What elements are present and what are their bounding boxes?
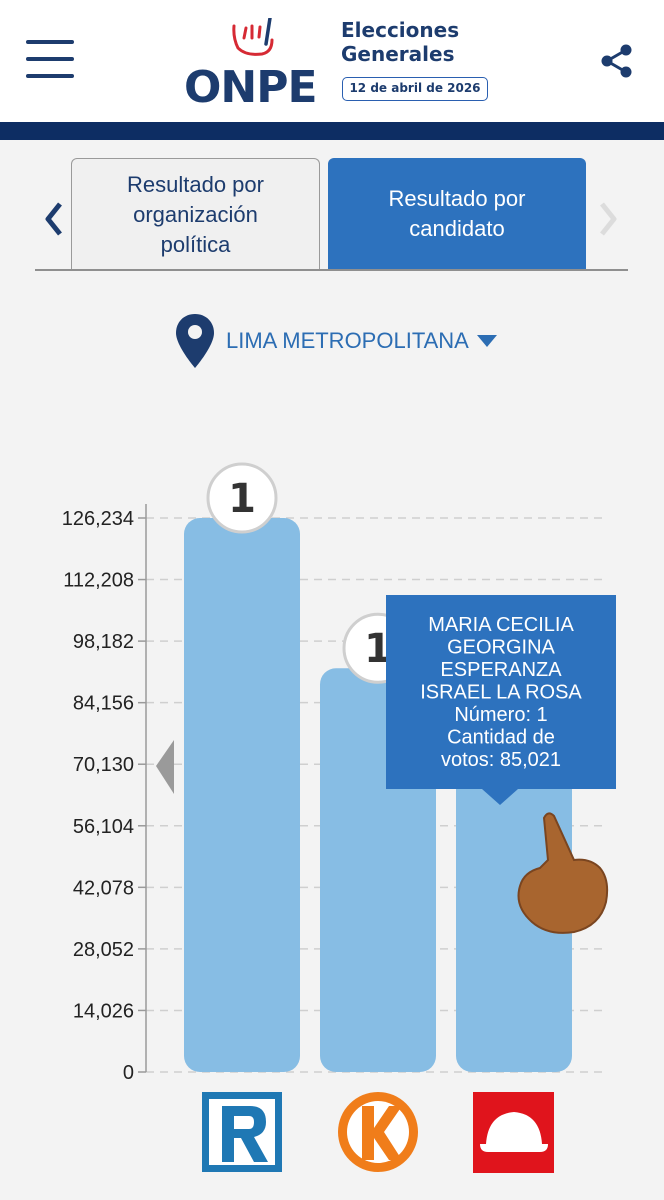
y-tick-label: 84,156 <box>73 693 134 715</box>
votes-bar-chart: 0 14,026 28,052 42,078 56,104 70,130 84,156 98,… <box>62 462 616 1173</box>
y-tick-label: 98,182 <box>73 631 134 653</box>
chevron-right-icon[interactable] <box>594 196 622 242</box>
tab-label-line: Resultado por <box>127 171 264 197</box>
share-icon[interactable] <box>598 42 636 80</box>
chevron-left-icon[interactable] <box>40 196 68 242</box>
logo-wordmark: ONPE <box>184 62 318 113</box>
tab-resultado-organizacion[interactable]: Resultado por organización política <box>71 158 320 270</box>
tabs-divider <box>35 269 628 271</box>
region-label: LIMA METROPOLITANA <box>226 328 469 353</box>
tooltip-line: ISRAEL LA ROSA <box>420 682 582 704</box>
bar[interactable] <box>184 518 300 1072</box>
y-tick-label: 112,208 <box>63 570 134 592</box>
menu-icon[interactable] <box>26 40 74 80</box>
axis-handle[interactable] <box>156 740 174 794</box>
tooltip-line: GEORGINA <box>447 637 555 659</box>
rank-badge-label: 1 <box>228 476 256 522</box>
logo-r-letter <box>222 1106 268 1162</box>
app-header: ONPE Elecciones Generales 12 de abril de… <box>0 0 664 122</box>
hand-icon <box>232 18 274 56</box>
bar[interactable] <box>456 698 572 1072</box>
election-date-badge: 12 de abril de 2026 <box>342 77 488 101</box>
tab-label-line: organización <box>133 201 258 227</box>
brand-title: Elecciones Generales <box>341 18 501 66</box>
onpe-logo[interactable]: ONPE <box>184 18 326 113</box>
tab-resultado-candidato[interactable]: Resultado por candidato <box>328 158 586 270</box>
caret-down-icon <box>477 335 497 347</box>
y-tick-label: 56,104 <box>73 816 134 838</box>
brand-title-line2: Generales <box>341 42 455 66</box>
location-pin-icon <box>176 314 214 368</box>
pointing-hand-icon <box>517 812 609 934</box>
y-tick-label: 70,130 <box>73 754 134 776</box>
brand-title-line1: Elecciones <box>341 18 460 42</box>
y-tick-label: 0 <box>123 1062 134 1084</box>
y-tick-label: 14,026 <box>73 1000 134 1022</box>
tooltip-line: Número: 1 <box>454 704 547 726</box>
tooltip-line: ESPERANZA <box>440 659 562 681</box>
header-stripe <box>0 122 664 140</box>
tooltip-line: MARIA CECILIA <box>428 614 574 636</box>
tooltip <box>386 595 616 789</box>
logo-helmet-shape <box>486 1112 542 1144</box>
logo-helmet-brim <box>480 1144 548 1152</box>
rank-badge <box>206 462 278 534</box>
tab-label-line: política <box>160 231 231 257</box>
y-tick-label: 42,078 <box>73 877 134 899</box>
tooltip-pointer <box>482 789 518 805</box>
logo-k-letter <box>362 1106 402 1160</box>
tooltip-line: Cantidad de <box>447 727 555 749</box>
y-tick-label: 28,052 <box>73 939 134 961</box>
tooltip-line: votos: 85,021 <box>441 749 561 771</box>
tab-label-line: Resultado por <box>388 186 526 211</box>
y-tick-label: 126,234 <box>62 508 134 530</box>
tab-label-line: candidato <box>409 216 505 241</box>
